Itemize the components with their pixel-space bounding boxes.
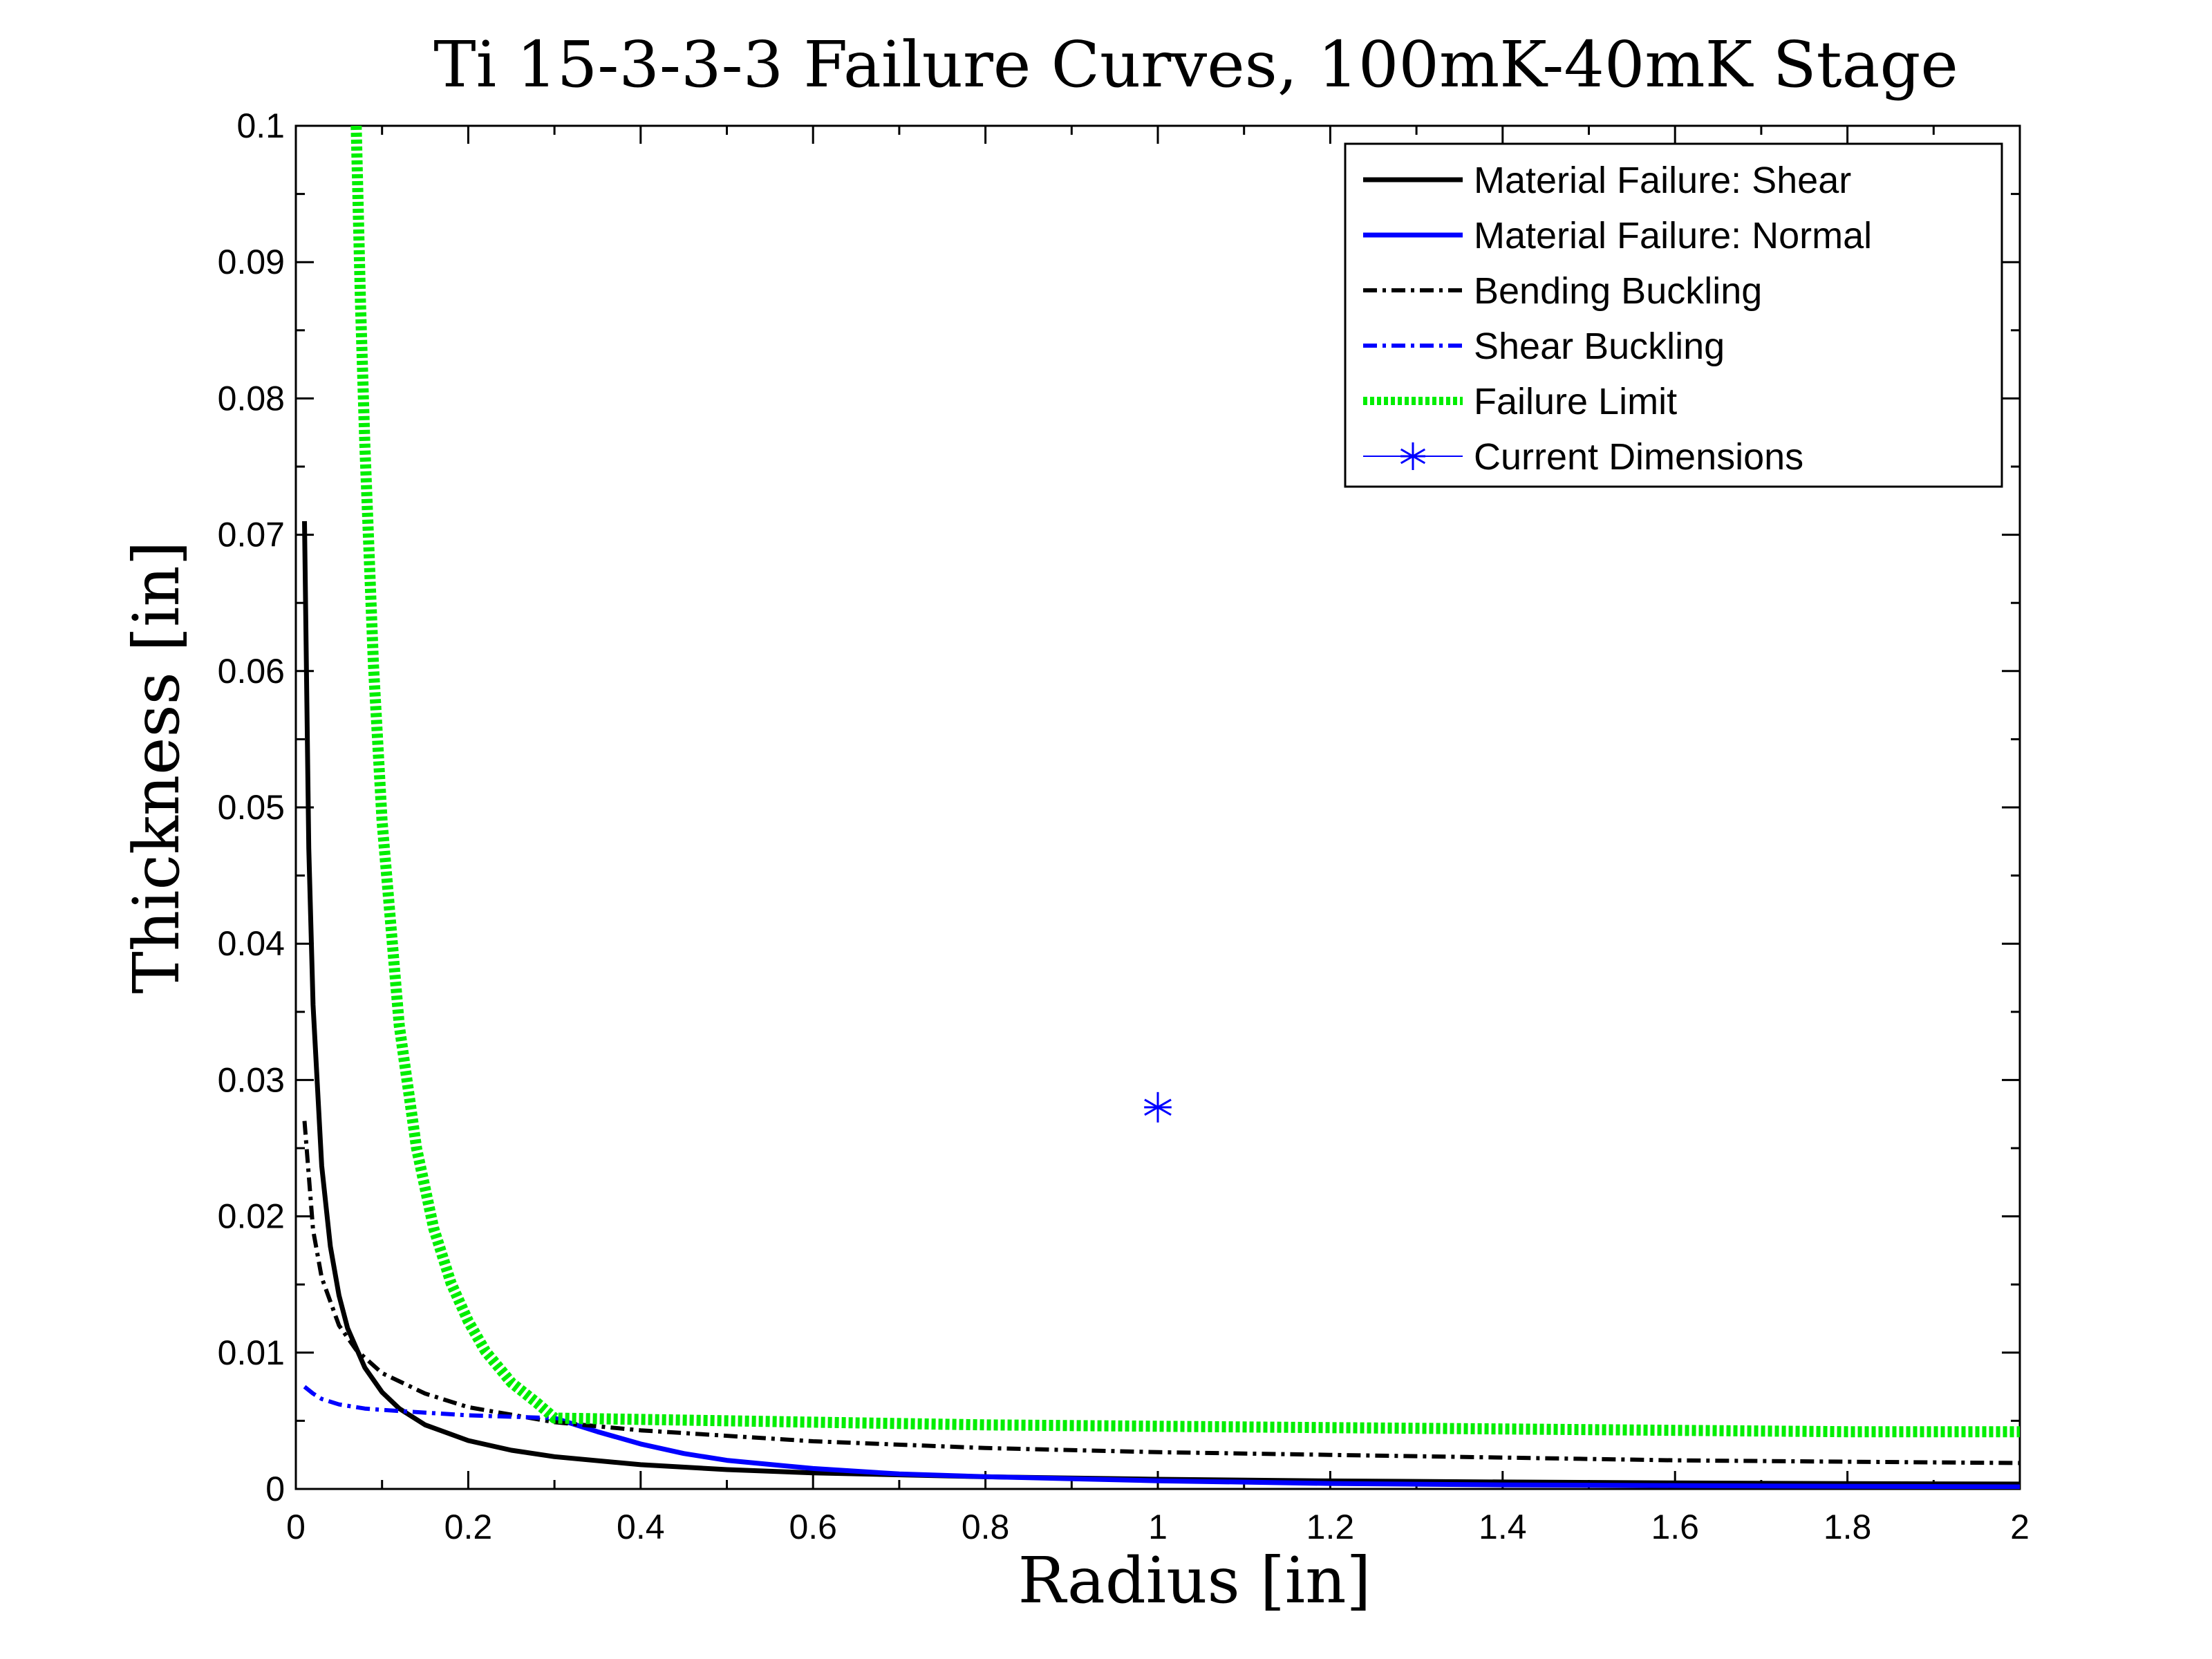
legend: Material Failure: Shear Material Failure:… [1344, 142, 2003, 488]
x-tick-label: 1.2 [1306, 1508, 1355, 1546]
y-tick-label: 0.03 [218, 1060, 285, 1099]
legend-entry-bending-buckling: Bending Buckling [1363, 270, 1762, 312]
x-tick-label: 0.4 [617, 1508, 665, 1546]
x-tick-label: 1 [1148, 1508, 1168, 1546]
series-shear-buckling [303, 1385, 555, 1421]
y-tick-label: 0.08 [218, 379, 285, 418]
legend-entry-material-failure-shear-label: Material Failure: Shear [1474, 160, 1851, 201]
legend-entry-material-failure-normal: Material Failure: Normal [1363, 215, 1872, 256]
series-bending-buckling [302, 1121, 2020, 1465]
x-tick-label: 0.2 [444, 1508, 493, 1546]
series-layer [302, 126, 2020, 1489]
legend-entry-shear-buckling: Shear Buckling [1363, 326, 1725, 367]
tick-labels: 0 0.2 0.4 0.6 0.8 1 1.2 1.4 1.6 1.8 2 0 0.01 0.02 0.03… [218, 106, 2030, 1546]
legend-entry-material-failure-shear: Material Failure: Shear [1363, 160, 1851, 201]
y-tick-label: 0.04 [218, 924, 285, 963]
x-tick-label: 0.6 [789, 1508, 837, 1546]
x-tick-label: 2 [2010, 1508, 2030, 1546]
chart-title: Ti 15-3-3-3 Failure Curves, 100mK-40mK S… [433, 28, 1958, 102]
y-tick-label: 0.07 [218, 516, 285, 554]
y-tick-label: 0 [265, 1470, 285, 1508]
plot-area: 0 0.2 0.4 0.6 0.8 1 1.2 1.4 1.6 1.8 2 0 0.01 0.02 0.03… [218, 106, 2030, 1546]
legend-entry-failure-limit-label: Failure Limit [1474, 381, 1677, 422]
y-tick-label: 0.06 [218, 652, 285, 691]
x-tick-label: 0 [286, 1508, 306, 1546]
y-tick-label: 0.01 [218, 1333, 285, 1372]
y-tick-label: 0.02 [218, 1197, 285, 1236]
x-axis-label: Radius [in] [1018, 1544, 1371, 1618]
x-tick-label: 0.8 [962, 1508, 1010, 1546]
legend-entry-current-dimensions-label: Current Dimensions [1474, 436, 1803, 478]
legend-entry-current-dimensions: Current Dimensions [1363, 436, 1803, 478]
series-material-failure-normal [554, 1416, 2020, 1489]
y-tick-label: 0.05 [218, 788, 285, 827]
y-tick-label: 0.1 [236, 106, 285, 145]
y-tick-label: 0.09 [218, 243, 285, 281]
legend-entry-failure-limit: Failure Limit [1363, 381, 1677, 422]
legend-entry-material-failure-normal-label: Material Failure: Normal [1474, 215, 1872, 256]
legend-entry-bending-buckling-label: Bending Buckling [1474, 270, 1762, 312]
x-tick-label: 1.6 [1651, 1508, 1699, 1546]
legend-box [1344, 142, 2003, 488]
y-axis-label: Thickness [in] [120, 541, 194, 993]
legend-entries: Material Failure: Shear Material Failure:… [1363, 160, 1872, 478]
x-tick-label: 1.8 [1824, 1508, 1872, 1546]
legend-entry-current-dimensions-marker [1400, 442, 1426, 470]
series-failure-limit [350, 126, 2020, 1438]
series-current-dimensions-marker [1144, 1091, 1172, 1123]
series-material-failure-shear [302, 521, 2020, 1487]
x-tick-label: 1.4 [1479, 1508, 1527, 1546]
legend-entry-shear-buckling-label: Shear Buckling [1474, 326, 1725, 367]
